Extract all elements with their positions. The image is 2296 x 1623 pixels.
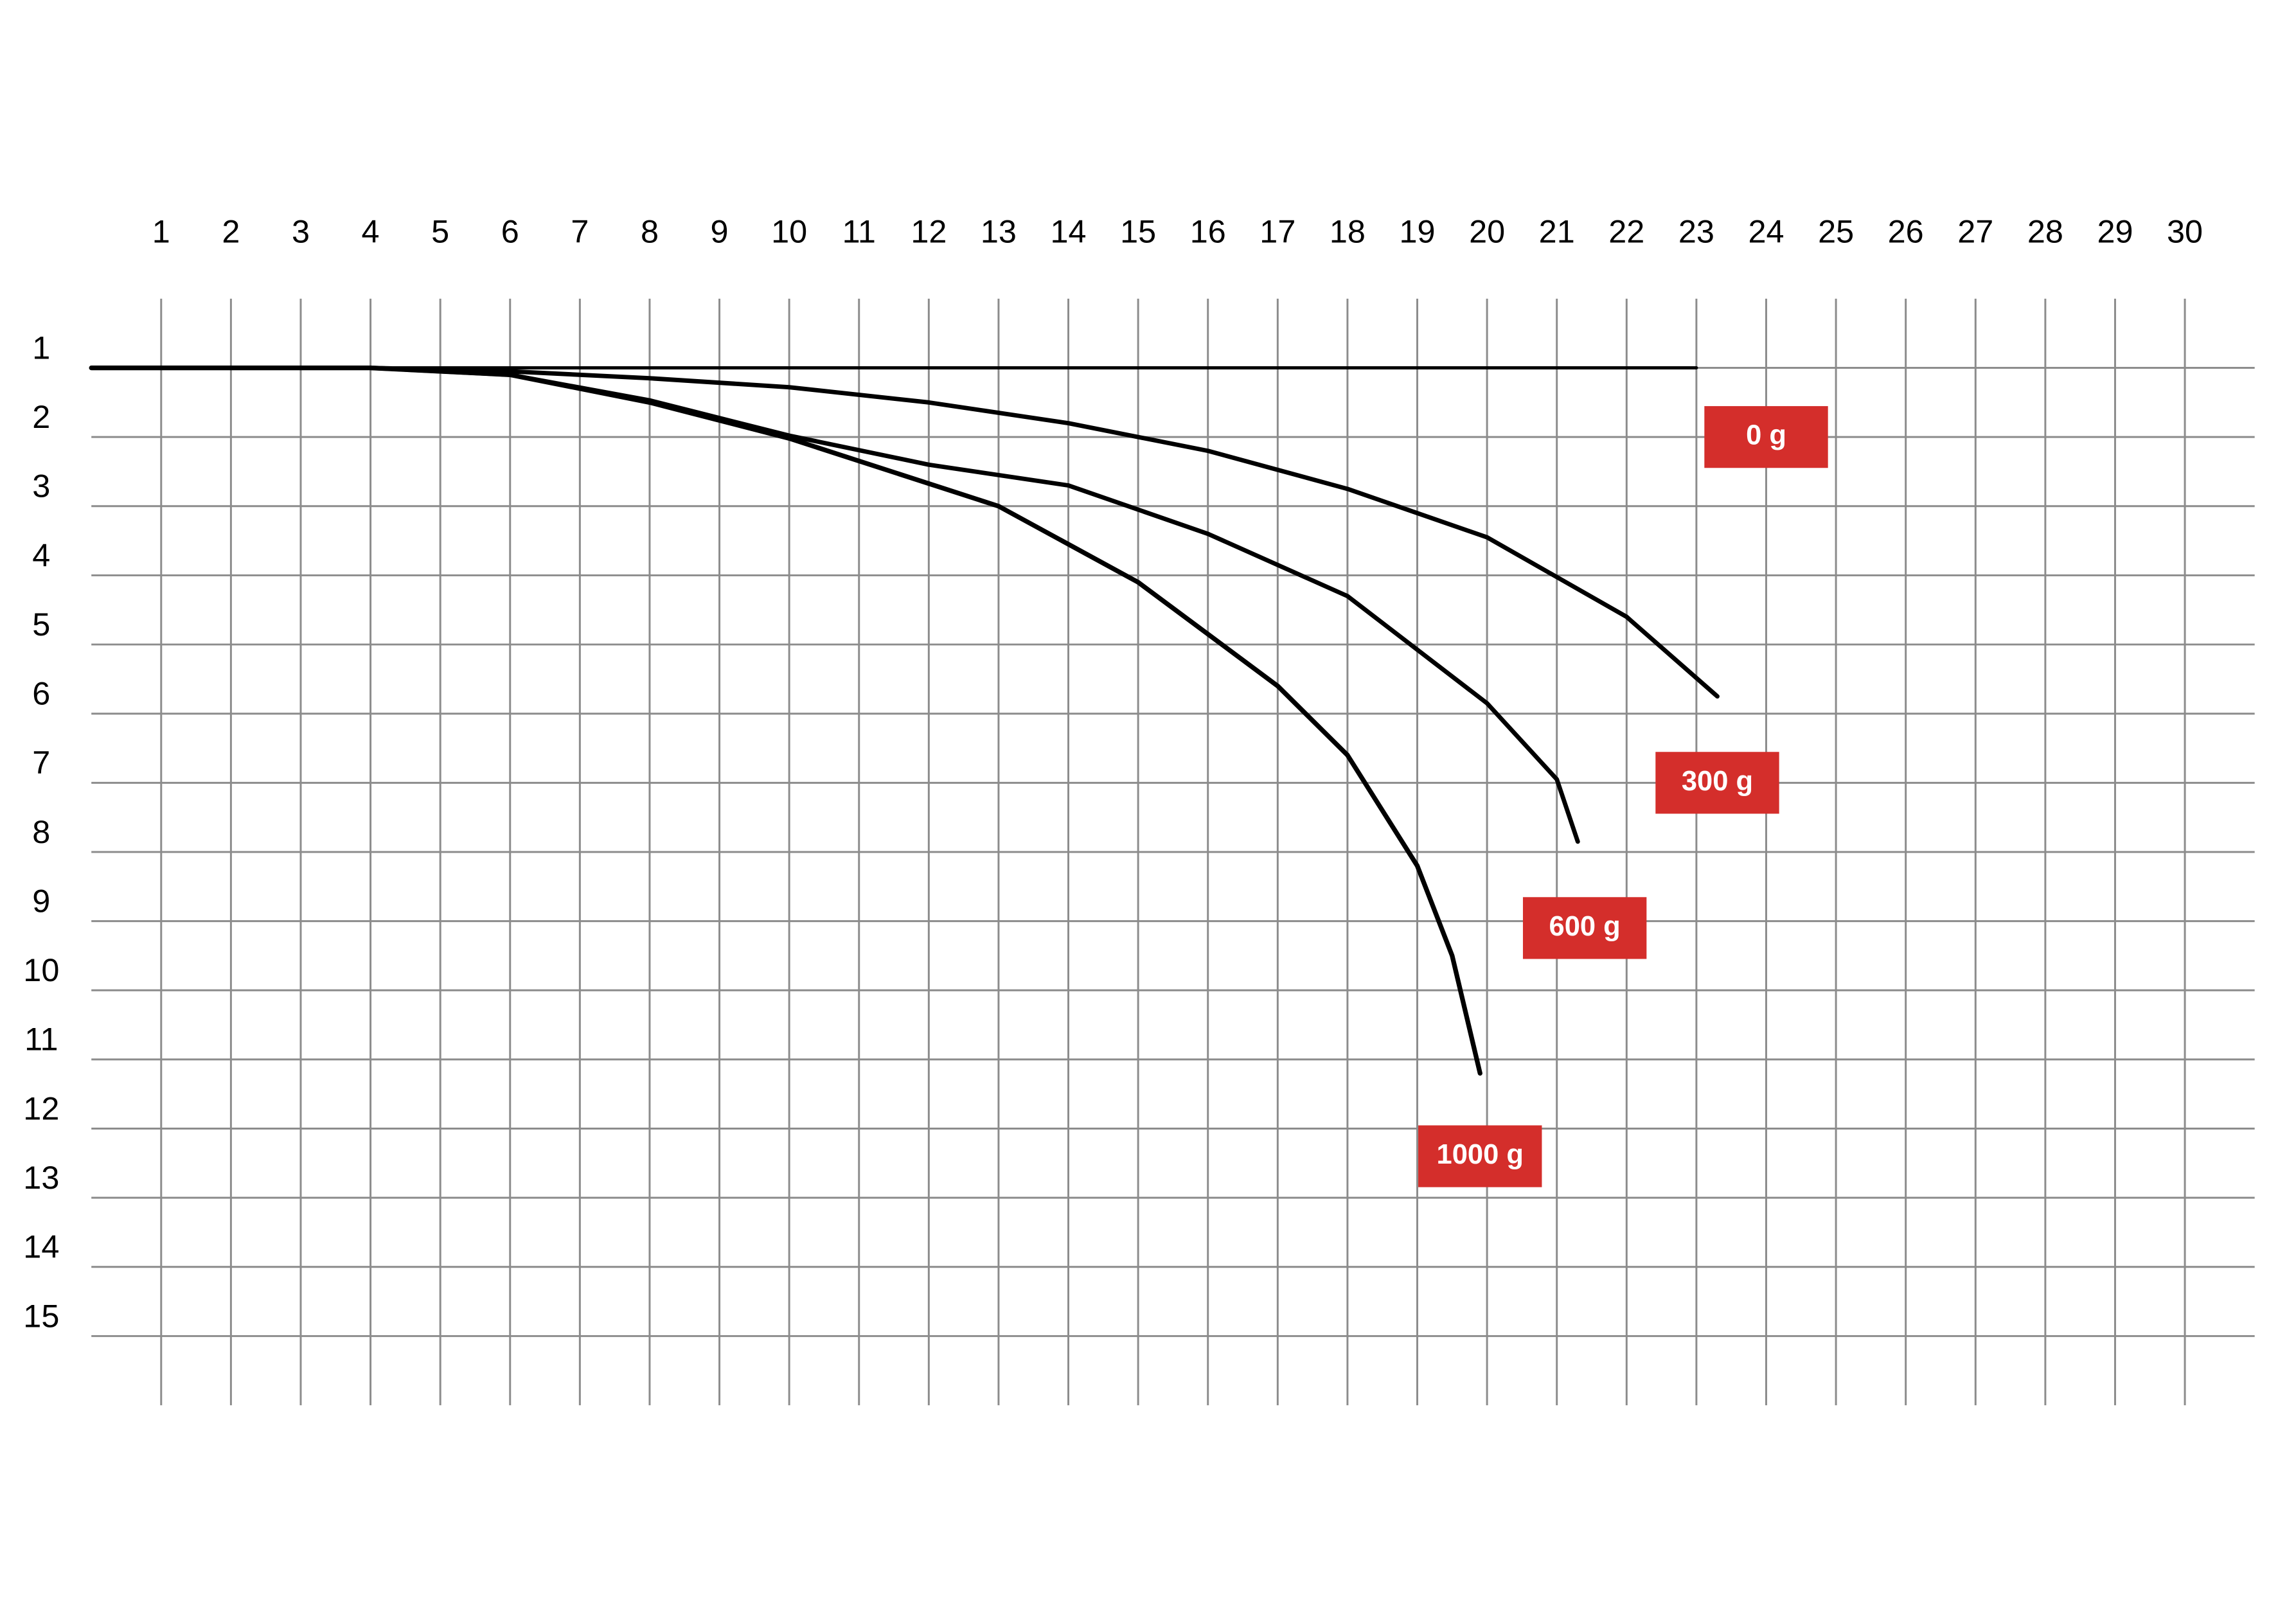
x-tick-label: 6 (501, 213, 519, 249)
x-tick-label: 4 (362, 213, 380, 249)
series-label: 300 g (1682, 766, 1753, 797)
y-tick-label: 10 (23, 952, 59, 988)
x-tick-label: 14 (1051, 213, 1087, 249)
y-tick-label: 14 (23, 1228, 59, 1265)
series-label-box (1418, 1125, 1542, 1187)
y-tick-label: 2 (32, 398, 50, 435)
y-tick-label: 5 (32, 606, 50, 643)
x-tick-label: 27 (1957, 213, 1993, 249)
x-tick-label: 2 (222, 213, 240, 249)
y-tick-label: 4 (32, 537, 50, 573)
x-tick-label: 3 (292, 213, 310, 249)
y-tick-label: 13 (23, 1159, 59, 1196)
series-label-box (1655, 752, 1779, 814)
series-label: 600 g (1549, 911, 1621, 942)
y-tick-label: 7 (32, 744, 50, 781)
x-tick-label: 26 (1888, 213, 1924, 249)
x-tick-label: 23 (1678, 213, 1714, 249)
series-label: 0 g (1746, 420, 1786, 451)
y-tick-label: 12 (23, 1090, 59, 1126)
series-line (89, 366, 1720, 699)
x-tick-label: 7 (571, 213, 589, 249)
series-label-box (1522, 897, 1647, 959)
x-tick-label: 16 (1190, 213, 1226, 249)
x-tick-label: 24 (1748, 213, 1784, 249)
y-tick-label: 1 (32, 329, 50, 366)
x-tick-label: 13 (981, 213, 1017, 249)
x-tick-label: 28 (2027, 213, 2063, 249)
x-tick-label: 15 (1120, 213, 1156, 249)
x-tick-label: 18 (1330, 213, 1366, 249)
x-tick-label: 1 (152, 213, 170, 249)
x-tick-label: 9 (711, 213, 729, 249)
x-tick-label: 10 (771, 213, 807, 249)
series-label: 1000 g (1437, 1139, 1524, 1170)
x-tick-label: 30 (2167, 213, 2203, 249)
x-tick-label: 11 (842, 213, 876, 249)
x-tick-label: 8 (641, 213, 659, 249)
y-tick-label: 8 (32, 813, 50, 850)
x-tick-label: 17 (1259, 213, 1295, 249)
x-tick-label: 20 (1469, 213, 1505, 249)
series-label-box (1704, 406, 1828, 468)
x-tick-label: 25 (1818, 213, 1854, 249)
x-tick-label: 19 (1399, 213, 1435, 249)
x-tick-label: 29 (2097, 213, 2133, 249)
y-tick-label: 15 (23, 1297, 59, 1334)
series-line (89, 365, 1482, 1076)
y-tick-label: 9 (32, 882, 50, 919)
y-tick-label: 6 (32, 675, 50, 712)
y-tick-label: 11 (24, 1021, 58, 1058)
x-tick-label: 12 (911, 213, 947, 249)
x-tick-label: 22 (1608, 213, 1644, 249)
x-tick-label: 21 (1539, 213, 1575, 249)
x-tick-label: 5 (431, 213, 449, 249)
y-tick-label: 3 (32, 468, 50, 504)
